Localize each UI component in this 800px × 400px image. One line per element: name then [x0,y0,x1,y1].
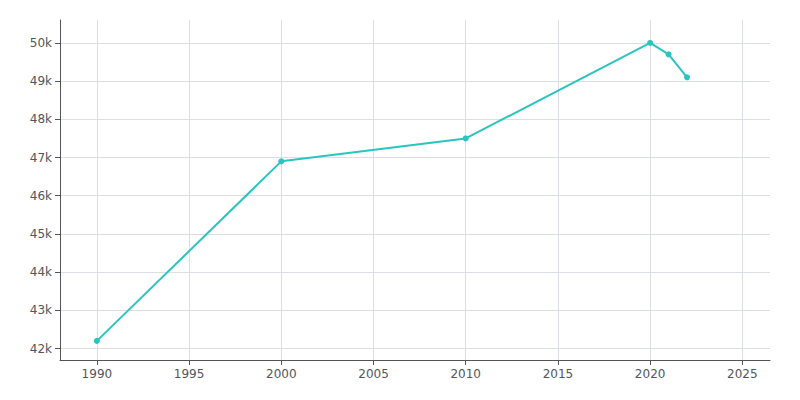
svg-text:2025: 2025 [727,367,758,381]
svg-text:1995: 1995 [174,367,205,381]
svg-text:2020: 2020 [635,367,666,381]
svg-text:2015: 2015 [543,367,574,381]
svg-text:46k: 46k [30,189,52,203]
svg-text:42k: 42k [30,342,52,356]
svg-text:45k: 45k [30,227,52,241]
svg-text:49k: 49k [30,74,52,88]
svg-text:1990: 1990 [82,367,113,381]
svg-text:2005: 2005 [358,367,389,381]
svg-text:2000: 2000 [266,367,297,381]
svg-text:43k: 43k [30,303,52,317]
svg-text:50k: 50k [30,36,52,50]
svg-text:44k: 44k [30,265,52,279]
svg-text:48k: 48k [30,112,52,126]
svg-text:47k: 47k [30,151,52,165]
svg-text:2010: 2010 [450,367,481,381]
